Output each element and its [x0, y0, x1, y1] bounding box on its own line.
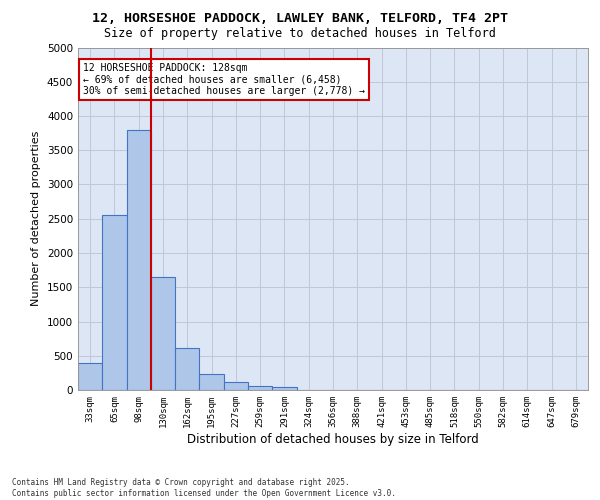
Bar [102, 216, 127, 390]
Bar [224, 382, 248, 390]
Text: 12 HORSESHOE PADDOCK: 128sqm
← 69% of detached houses are smaller (6,458)
30% of: 12 HORSESHOE PADDOCK: 128sqm ← 69% of de… [83, 63, 365, 96]
Text: Size of property relative to detached houses in Telford: Size of property relative to detached ho… [104, 28, 496, 40]
X-axis label: Distribution of detached houses by size in Telford: Distribution of detached houses by size … [187, 432, 479, 446]
Text: Contains HM Land Registry data © Crown copyright and database right 2025.
Contai: Contains HM Land Registry data © Crown c… [12, 478, 396, 498]
Bar [78, 362, 102, 390]
Bar [272, 386, 296, 390]
Bar [248, 386, 272, 390]
Text: 12, HORSESHOE PADDOCK, LAWLEY BANK, TELFORD, TF4 2PT: 12, HORSESHOE PADDOCK, LAWLEY BANK, TELF… [92, 12, 508, 26]
Bar [199, 374, 224, 390]
Y-axis label: Number of detached properties: Number of detached properties [31, 131, 41, 306]
Bar [151, 277, 175, 390]
Bar [175, 348, 199, 390]
Bar [127, 130, 151, 390]
